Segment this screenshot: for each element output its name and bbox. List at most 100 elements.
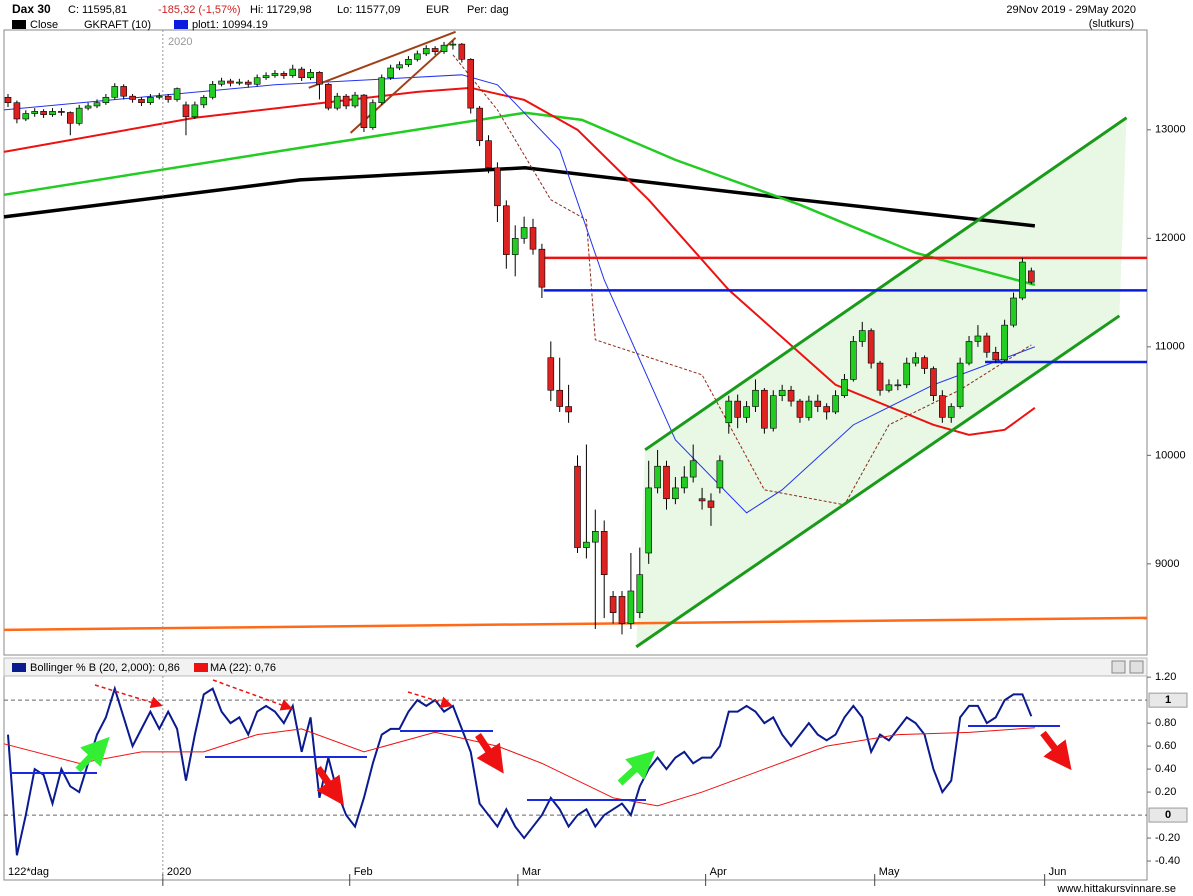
candle-body (182, 104, 190, 118)
candle-body (832, 395, 839, 413)
y-tick-label: 1 (1165, 694, 1171, 706)
candle-body (378, 77, 386, 103)
candle-body (138, 99, 145, 103)
candle-body (583, 541, 590, 548)
candle-body (939, 395, 946, 418)
down-arrow (315, 766, 344, 806)
overlay-line (349, 37, 457, 134)
overlay-line (644, 116, 1128, 452)
candle-body (218, 80, 225, 85)
candle-body (449, 43, 457, 46)
candle-body (663, 465, 670, 500)
candle-body (84, 105, 92, 109)
candle-body (734, 400, 741, 418)
y-tick-label: 1.20 (1155, 671, 1176, 683)
candle-body (894, 384, 902, 387)
y-tick-label: 0.20 (1155, 786, 1176, 798)
overlay-line (3, 616, 1148, 632)
legend-swatch (12, 663, 26, 672)
candle-body (841, 379, 848, 396)
candle-body (636, 574, 644, 613)
candle-body (654, 465, 661, 489)
candle-body (467, 58, 475, 109)
overlay-line (3, 166, 1036, 228)
legend-close: Close (30, 19, 58, 31)
candle-body (600, 531, 608, 576)
candle-body (903, 362, 911, 386)
y-tick-label: 0.60 (1155, 740, 1176, 752)
candle-body (476, 107, 483, 141)
candle-body (672, 487, 679, 500)
candle-body (66, 112, 74, 124)
candle-body (155, 95, 163, 98)
candle-body (244, 81, 252, 85)
high: Hi: 11729,98 (250, 4, 312, 16)
y-tick-label: -0.40 (1155, 855, 1180, 867)
overlay-line (308, 30, 456, 89)
candle-body (13, 102, 21, 120)
candle-body (40, 111, 47, 115)
candle-body (22, 113, 30, 120)
settings-button[interactable] (1129, 660, 1144, 674)
currency: EUR (426, 4, 449, 16)
candle-body (680, 476, 688, 489)
candle-body (974, 335, 982, 342)
candle-body (253, 77, 261, 85)
year-label: 2020 (168, 36, 192, 48)
down-arrow (475, 733, 504, 774)
candle-body (867, 330, 875, 364)
candle-body (1010, 297, 1017, 326)
zoom-button[interactable] (1111, 660, 1126, 674)
lower-legend-bar (3, 657, 1148, 677)
candle-body (458, 43, 466, 60)
candle-body (147, 96, 154, 103)
candle-body (805, 400, 813, 418)
candle-body (609, 596, 617, 613)
main-panel (3, 29, 1148, 656)
candle-body (538, 248, 546, 288)
candle-body (431, 48, 439, 53)
candle-body (716, 460, 724, 489)
legend-plot1: plot1: 10994.19 (192, 19, 268, 31)
indicator-line (7, 685, 1033, 856)
candle-body (1001, 324, 1008, 361)
basis: (slutkurs) (1089, 18, 1134, 30)
candle-body (227, 80, 234, 84)
candle-body (262, 75, 270, 79)
candle-body (200, 96, 208, 106)
support-lines (10, 725, 1060, 801)
candle-body (351, 94, 359, 107)
y-tick-label: 0.40 (1155, 763, 1176, 775)
low: Lo: 11577,09 (337, 4, 400, 16)
candle-body (93, 102, 101, 107)
candle-body (885, 384, 893, 391)
candle-body (618, 596, 626, 624)
x-tick-label: May (879, 866, 900, 878)
candle-body (1028, 270, 1035, 283)
candle-body (787, 389, 795, 402)
x-tick-label: Feb (354, 866, 373, 878)
y-tick-label: 11000 (1155, 341, 1185, 353)
overlay-line (635, 314, 1121, 649)
date-range: 29Nov 2019 - 29May 2020 (1006, 4, 1136, 16)
candle-body (921, 357, 928, 369)
candle-body (307, 72, 314, 79)
candle-body (129, 95, 136, 100)
candle-body (396, 64, 403, 69)
candle-body (876, 362, 884, 391)
up-arrow (75, 736, 110, 773)
candle-body (342, 95, 350, 107)
candle-body (333, 95, 341, 109)
candle-body (983, 335, 991, 353)
legend-bollinger: Bollinger % B (20, 2,000): 0,86 (30, 662, 180, 674)
x-tick-label: Jun (1049, 866, 1067, 878)
period: Per: dag (467, 4, 509, 16)
candle-body (316, 72, 323, 85)
candle-body (556, 389, 564, 407)
candle-body (1019, 261, 1026, 299)
candle-body (191, 104, 199, 118)
candle-body (965, 341, 973, 364)
y-tick-label: 9000 (1155, 558, 1179, 570)
